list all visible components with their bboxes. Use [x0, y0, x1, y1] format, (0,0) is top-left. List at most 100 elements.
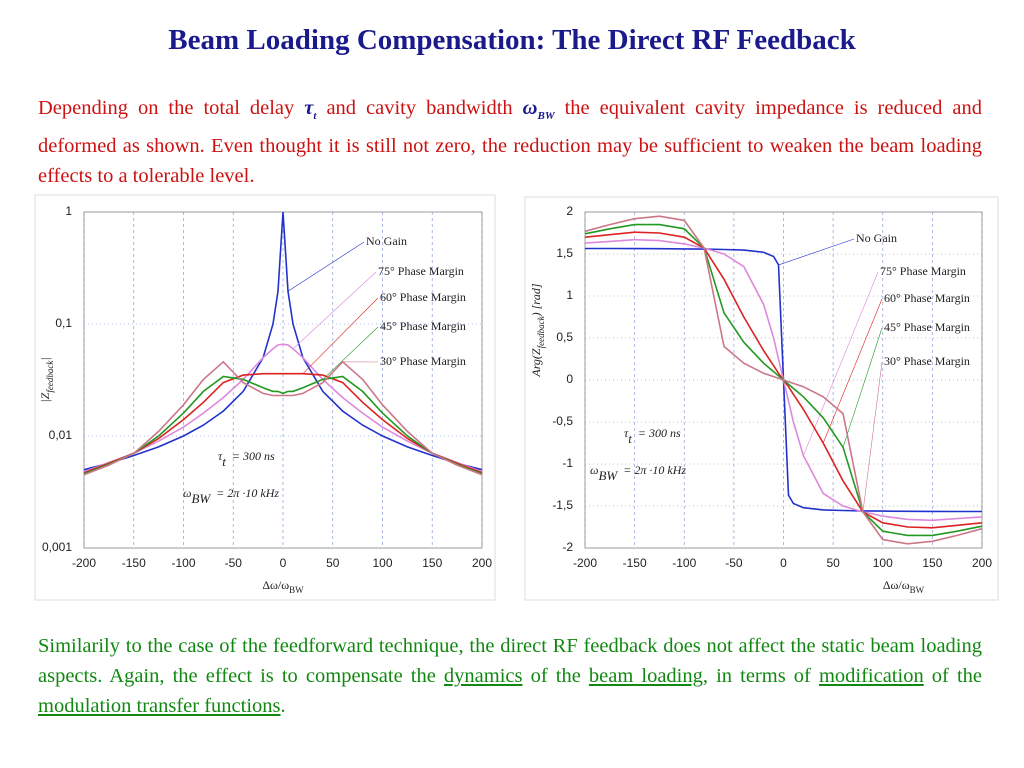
symbol-sub: t — [313, 110, 317, 123]
formula: ωBW = 2π ·10 kHz — [590, 463, 686, 483]
formula: τt = 300 ns — [218, 449, 275, 469]
text-run: and cavity bandwidth — [316, 97, 523, 119]
leader-line — [292, 271, 377, 350]
text-run: Similarily to the case of the feedforwar… — [38, 635, 982, 687]
formula-symbol: τ — [218, 449, 223, 463]
x-tick-label: -50 — [225, 556, 243, 570]
x-tick-label: -100 — [171, 556, 195, 570]
x-tick-label: -200 — [573, 556, 597, 570]
formula: τt = 300 ns — [624, 426, 681, 446]
x-tick-label: 200 — [972, 556, 992, 570]
formula-sub: BW — [191, 491, 211, 506]
y-axis-label-main: Arg(Z — [529, 348, 543, 378]
link-text: beam loading — [588, 665, 703, 687]
symbol-main: ω — [522, 97, 538, 119]
formula-sub: t — [222, 454, 226, 469]
x-tick-label: 50 — [826, 556, 840, 570]
legend-label: 60° Phase Margin — [884, 291, 970, 305]
link-text: modulation transfer functions — [38, 695, 281, 717]
slide-title: Beam Loading Compensation: The Direct RF… — [168, 24, 856, 56]
x-axis-label-main: Δω/ω — [883, 578, 910, 592]
y-tick-label: 0,001 — [42, 540, 72, 554]
formula-rest: = 2π ·10 kHz — [623, 463, 686, 477]
y-axis-label-end: ) [rad] — [529, 283, 543, 317]
legend-label: 30° Phase Margin — [884, 354, 970, 368]
x-tick-label: 200 — [472, 556, 492, 570]
y-tick-label: 0,01 — [49, 428, 73, 442]
y-tick-label: -0,5 — [552, 414, 573, 428]
y-tick-label: 1 — [65, 204, 72, 218]
x-tick-label: -50 — [725, 556, 743, 570]
y-axis-label: |Zfeedback| — [38, 357, 55, 402]
x-tick-label: 100 — [873, 556, 893, 570]
symbol-sub: BW — [537, 110, 555, 123]
text-run: of the — [522, 665, 589, 687]
x-tick-label: 0 — [280, 556, 287, 570]
leader-line — [287, 241, 365, 292]
plot-border — [584, 211, 983, 549]
formula-symbol: τ — [624, 426, 629, 440]
x-axis-label: Δω/ωBW — [262, 578, 304, 595]
legend-label: 75° Phase Margin — [378, 264, 464, 278]
x-tick-label: 150 — [422, 556, 442, 570]
symbol: τt — [304, 97, 317, 123]
x-axis-label-main: Δω/ω — [262, 578, 289, 592]
data-line — [83, 211, 483, 471]
y-tick-label: -1,5 — [552, 498, 573, 512]
y-tick-label: 2 — [566, 204, 573, 218]
chart-frame — [524, 196, 999, 601]
y-tick-label: 1 — [566, 288, 573, 302]
x-tick-label: -150 — [122, 556, 146, 570]
data-line — [83, 343, 483, 473]
leader-line — [778, 238, 855, 266]
data-line — [83, 372, 483, 474]
x-tick-label: 150 — [922, 556, 942, 570]
leader-line — [842, 327, 883, 448]
formula-rest: = 2π ·10 kHz — [216, 486, 279, 500]
y-tick-label: -1 — [562, 456, 573, 470]
legend-label: 45° Phase Margin — [380, 319, 466, 333]
intro-paragraph: Depending on the total delay τt and cavi… — [38, 93, 982, 191]
y-axis-label: Arg(Zfeedback) [rad] — [529, 283, 546, 378]
x-tick-label: -200 — [72, 556, 96, 570]
legend-label: 30° Phase Margin — [380, 354, 466, 368]
x-tick-label: 100 — [372, 556, 392, 570]
formula-rest: = 300 ns — [638, 426, 681, 440]
x-tick-label: 50 — [326, 556, 340, 570]
legend-label: 75° Phase Margin — [880, 264, 966, 278]
data-line — [83, 375, 483, 475]
formula-symbol: ω — [183, 486, 191, 500]
leader-line — [302, 297, 379, 374]
formula: ωBW = 2π ·10 kHz — [183, 486, 279, 506]
symbol: ωBW — [522, 97, 555, 123]
leader-line — [862, 361, 883, 512]
formula-symbol: ω — [590, 463, 598, 477]
formula-sub: BW — [598, 468, 618, 483]
x-tick-label: 0 — [780, 556, 787, 570]
leader-line — [822, 298, 883, 444]
data-line — [83, 360, 483, 476]
y-axis-label-end: | — [38, 357, 52, 360]
y-tick-label: 0,5 — [556, 330, 573, 344]
y-tick-label: -2 — [562, 540, 573, 554]
y-axis-label-main: |Z — [38, 392, 52, 402]
link-text: dynamics — [443, 665, 523, 687]
x-tick-label: -100 — [672, 556, 696, 570]
legend-label: No Gain — [366, 234, 407, 248]
text-run: . — [280, 695, 286, 717]
formula-sub: t — [628, 431, 632, 446]
legend-label: 60° Phase Margin — [380, 290, 466, 304]
text-run: , in terms of — [702, 665, 819, 687]
leader-line — [803, 271, 879, 456]
text-run: the equivalent cavity impedance is reduc… — [38, 97, 982, 188]
legend-label: No Gain — [856, 231, 897, 245]
y-tick-label: 0,1 — [55, 316, 72, 330]
outro-paragraph: Similarily to the case of the feedforwar… — [38, 631, 982, 721]
legend-label: 45° Phase Margin — [884, 320, 970, 334]
data-line — [584, 215, 983, 545]
y-axis-label-sub: feedback — [45, 360, 55, 393]
text-run: Depending on the total delay — [38, 97, 305, 119]
text-run: of the — [923, 665, 983, 687]
